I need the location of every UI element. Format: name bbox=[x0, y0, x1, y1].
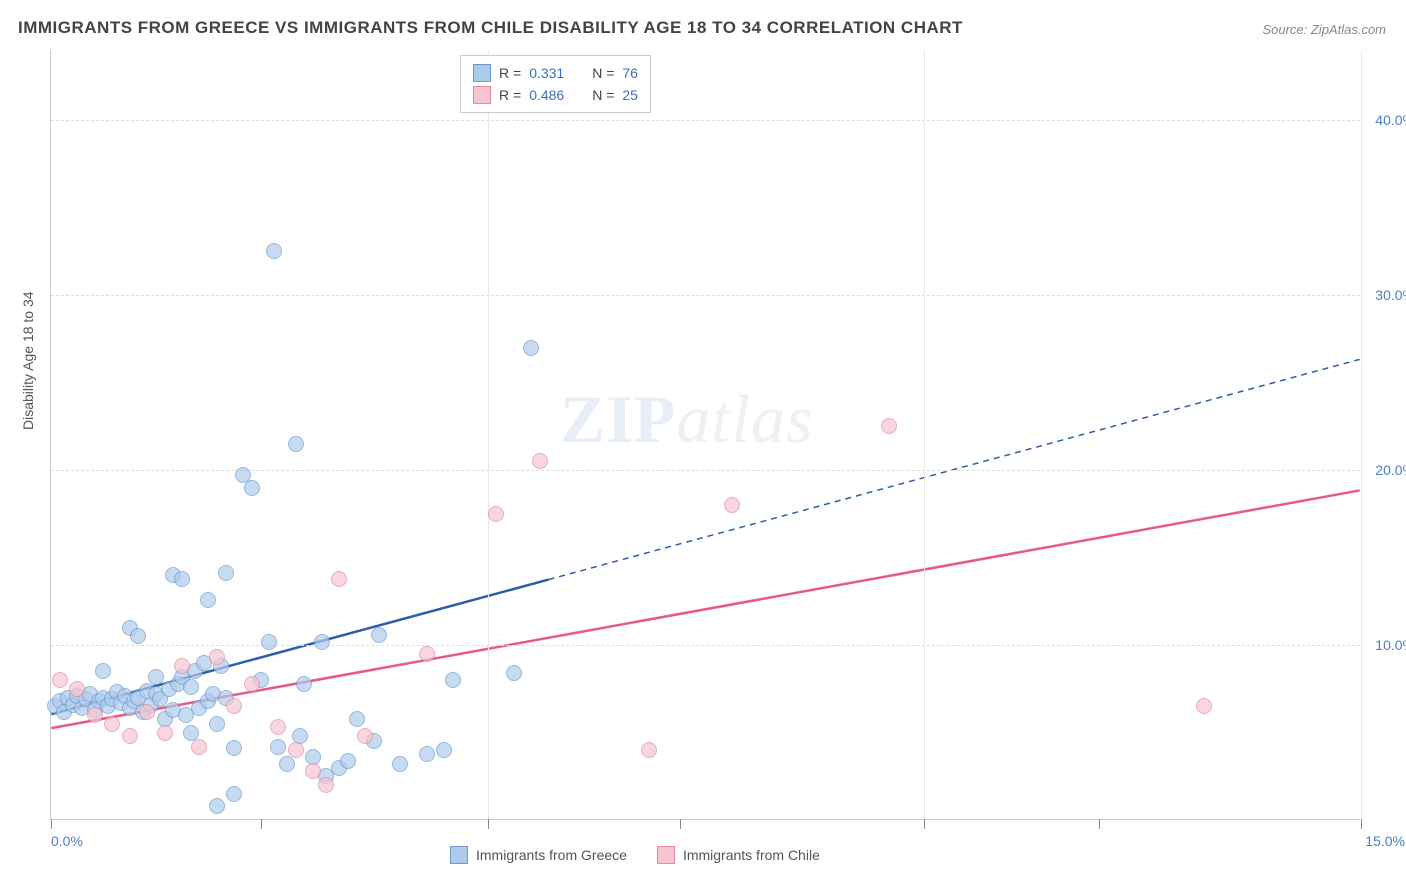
data-point bbox=[122, 728, 138, 744]
trend-line bbox=[51, 490, 1359, 728]
x-tick bbox=[924, 819, 925, 829]
data-point bbox=[130, 628, 146, 644]
data-point bbox=[318, 777, 334, 793]
n-value: 25 bbox=[622, 84, 638, 106]
data-point bbox=[104, 716, 120, 732]
x-tick bbox=[261, 819, 262, 829]
data-point bbox=[288, 436, 304, 452]
r-label: R = bbox=[499, 84, 521, 106]
data-point bbox=[69, 681, 85, 697]
data-point bbox=[488, 506, 504, 522]
data-point bbox=[270, 719, 286, 735]
x-tick bbox=[680, 819, 681, 829]
legend-swatch bbox=[657, 846, 675, 864]
data-point bbox=[226, 740, 242, 756]
r-value: 0.486 bbox=[529, 84, 584, 106]
data-point bbox=[226, 786, 242, 802]
data-point bbox=[157, 725, 173, 741]
data-point bbox=[1196, 698, 1212, 714]
x-label-min: 0.0% bbox=[51, 833, 83, 849]
x-label-max: 15.0% bbox=[1365, 833, 1405, 849]
data-point bbox=[349, 711, 365, 727]
data-point bbox=[357, 728, 373, 744]
data-point bbox=[244, 676, 260, 692]
data-point bbox=[183, 679, 199, 695]
data-point bbox=[87, 707, 103, 723]
data-point bbox=[270, 739, 286, 755]
data-point bbox=[218, 565, 234, 581]
data-point bbox=[296, 676, 312, 692]
legend-series-item: Immigrants from Chile bbox=[657, 846, 820, 864]
data-point bbox=[279, 756, 295, 772]
data-point bbox=[419, 746, 435, 762]
data-point bbox=[191, 739, 207, 755]
x-tick bbox=[1361, 819, 1362, 829]
data-point bbox=[288, 742, 304, 758]
n-label: N = bbox=[592, 84, 614, 106]
y-tick-label: 10.0% bbox=[1375, 637, 1406, 653]
data-point bbox=[445, 672, 461, 688]
correlation-legend: R = 0.331 N = 76 R = 0.486 N = 25 bbox=[460, 55, 651, 113]
data-point bbox=[523, 340, 539, 356]
y-tick-label: 40.0% bbox=[1375, 112, 1406, 128]
y-axis-title: Disability Age 18 to 34 bbox=[20, 291, 36, 430]
legend-series-item: Immigrants from Greece bbox=[450, 846, 627, 864]
chart-plot-area: 10.0%20.0%30.0%40.0%0.0%15.0% bbox=[50, 50, 1360, 820]
data-point bbox=[200, 592, 216, 608]
gridline-v bbox=[1361, 50, 1362, 819]
gridline-h bbox=[51, 645, 1360, 646]
data-point bbox=[95, 663, 111, 679]
n-label: N = bbox=[592, 62, 614, 84]
data-point bbox=[340, 753, 356, 769]
data-point bbox=[174, 571, 190, 587]
data-point bbox=[641, 742, 657, 758]
data-point bbox=[371, 627, 387, 643]
legend-series-label: Immigrants from Chile bbox=[683, 847, 820, 863]
data-point bbox=[209, 649, 225, 665]
legend-swatch bbox=[450, 846, 468, 864]
chart-title: IMMIGRANTS FROM GREECE VS IMMIGRANTS FRO… bbox=[18, 18, 963, 38]
gridline-v bbox=[924, 50, 925, 819]
data-point bbox=[266, 243, 282, 259]
data-point bbox=[532, 453, 548, 469]
data-point bbox=[881, 418, 897, 434]
data-point bbox=[174, 658, 190, 674]
data-point bbox=[261, 634, 277, 650]
source-attribution: Source: ZipAtlas.com bbox=[1262, 22, 1386, 37]
data-point bbox=[226, 698, 242, 714]
x-tick bbox=[51, 819, 52, 829]
legend-swatch bbox=[473, 86, 491, 104]
gridline-v bbox=[488, 50, 489, 819]
data-point bbox=[331, 571, 347, 587]
legend-swatch bbox=[473, 64, 491, 82]
y-tick-label: 30.0% bbox=[1375, 287, 1406, 303]
y-tick-label: 20.0% bbox=[1375, 462, 1406, 478]
data-point bbox=[314, 634, 330, 650]
data-point bbox=[392, 756, 408, 772]
data-point bbox=[436, 742, 452, 758]
x-tick bbox=[488, 819, 489, 829]
data-point bbox=[209, 798, 225, 814]
data-point bbox=[724, 497, 740, 513]
series-legend: Immigrants from Greece Immigrants from Ch… bbox=[450, 846, 820, 864]
data-point bbox=[305, 763, 321, 779]
data-point bbox=[209, 716, 225, 732]
data-point bbox=[52, 672, 68, 688]
gridline-h bbox=[51, 295, 1360, 296]
data-point bbox=[148, 669, 164, 685]
n-value: 76 bbox=[622, 62, 638, 84]
data-point bbox=[506, 665, 522, 681]
data-point bbox=[419, 646, 435, 662]
legend-correlation-row: R = 0.331 N = 76 bbox=[473, 62, 638, 84]
r-value: 0.331 bbox=[529, 62, 584, 84]
legend-series-label: Immigrants from Greece bbox=[476, 847, 627, 863]
data-point bbox=[244, 480, 260, 496]
r-label: R = bbox=[499, 62, 521, 84]
legend-correlation-row: R = 0.486 N = 25 bbox=[473, 84, 638, 106]
data-point bbox=[139, 704, 155, 720]
x-tick bbox=[1099, 819, 1100, 829]
gridline-h bbox=[51, 120, 1360, 121]
